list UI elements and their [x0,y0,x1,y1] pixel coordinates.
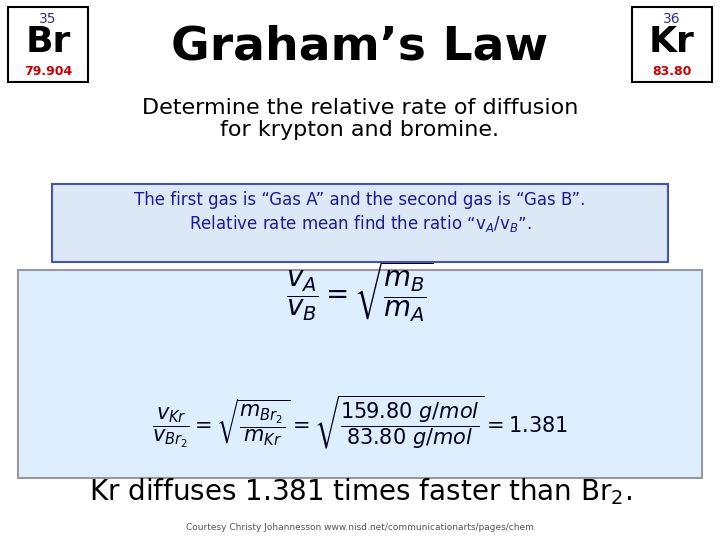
Text: Kr diffuses 1.381 times faster than Br$_2$.: Kr diffuses 1.381 times faster than Br$_… [89,477,631,508]
Text: 36: 36 [663,12,681,26]
Bar [52,184,668,262]
Text: $\dfrac{v_A}{v_B} = \sqrt{\dfrac{m_B}{m_A}}$: $\dfrac{v_A}{v_B} = \sqrt{\dfrac{m_B}{m_… [286,260,434,324]
Bar [632,7,712,82]
Text: 35: 35 [40,12,57,26]
Text: Kr: Kr [649,25,695,59]
Text: The first gas is “Gas A” and the second gas is “Gas B”.: The first gas is “Gas A” and the second … [135,191,585,209]
Text: Br: Br [25,25,71,59]
Bar [18,270,702,478]
Text: Graham’s Law: Graham’s Law [171,24,549,70]
Bar [8,7,88,82]
Text: Determine the relative rate of diffusion: Determine the relative rate of diffusion [142,98,578,118]
Text: 79.904: 79.904 [24,65,72,78]
Text: Relative rate mean find the ratio “v$_{A}$/v$_{B}$”.: Relative rate mean find the ratio “v$_{A… [189,213,531,234]
Text: Courtesy Christy Johannesson www.nisd.net/communicationarts/pages/chem: Courtesy Christy Johannesson www.nisd.ne… [186,523,534,532]
Text: 83.80: 83.80 [652,65,692,78]
Text: $\dfrac{v_{Kr}}{v_{Br_2}} = \sqrt{\dfrac{m_{Br_2}}{m_{Kr}}} = \sqrt{\dfrac{159.8: $\dfrac{v_{Kr}}{v_{Br_2}} = \sqrt{\dfrac… [152,393,568,451]
Text: for krypton and bromine.: for krypton and bromine. [220,120,500,140]
